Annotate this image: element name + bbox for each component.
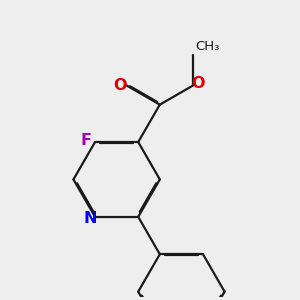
Text: O: O: [113, 78, 127, 93]
Text: F: F: [81, 133, 92, 148]
Text: CH₃: CH₃: [195, 40, 220, 53]
Text: O: O: [191, 76, 205, 91]
Text: N: N: [83, 211, 97, 226]
